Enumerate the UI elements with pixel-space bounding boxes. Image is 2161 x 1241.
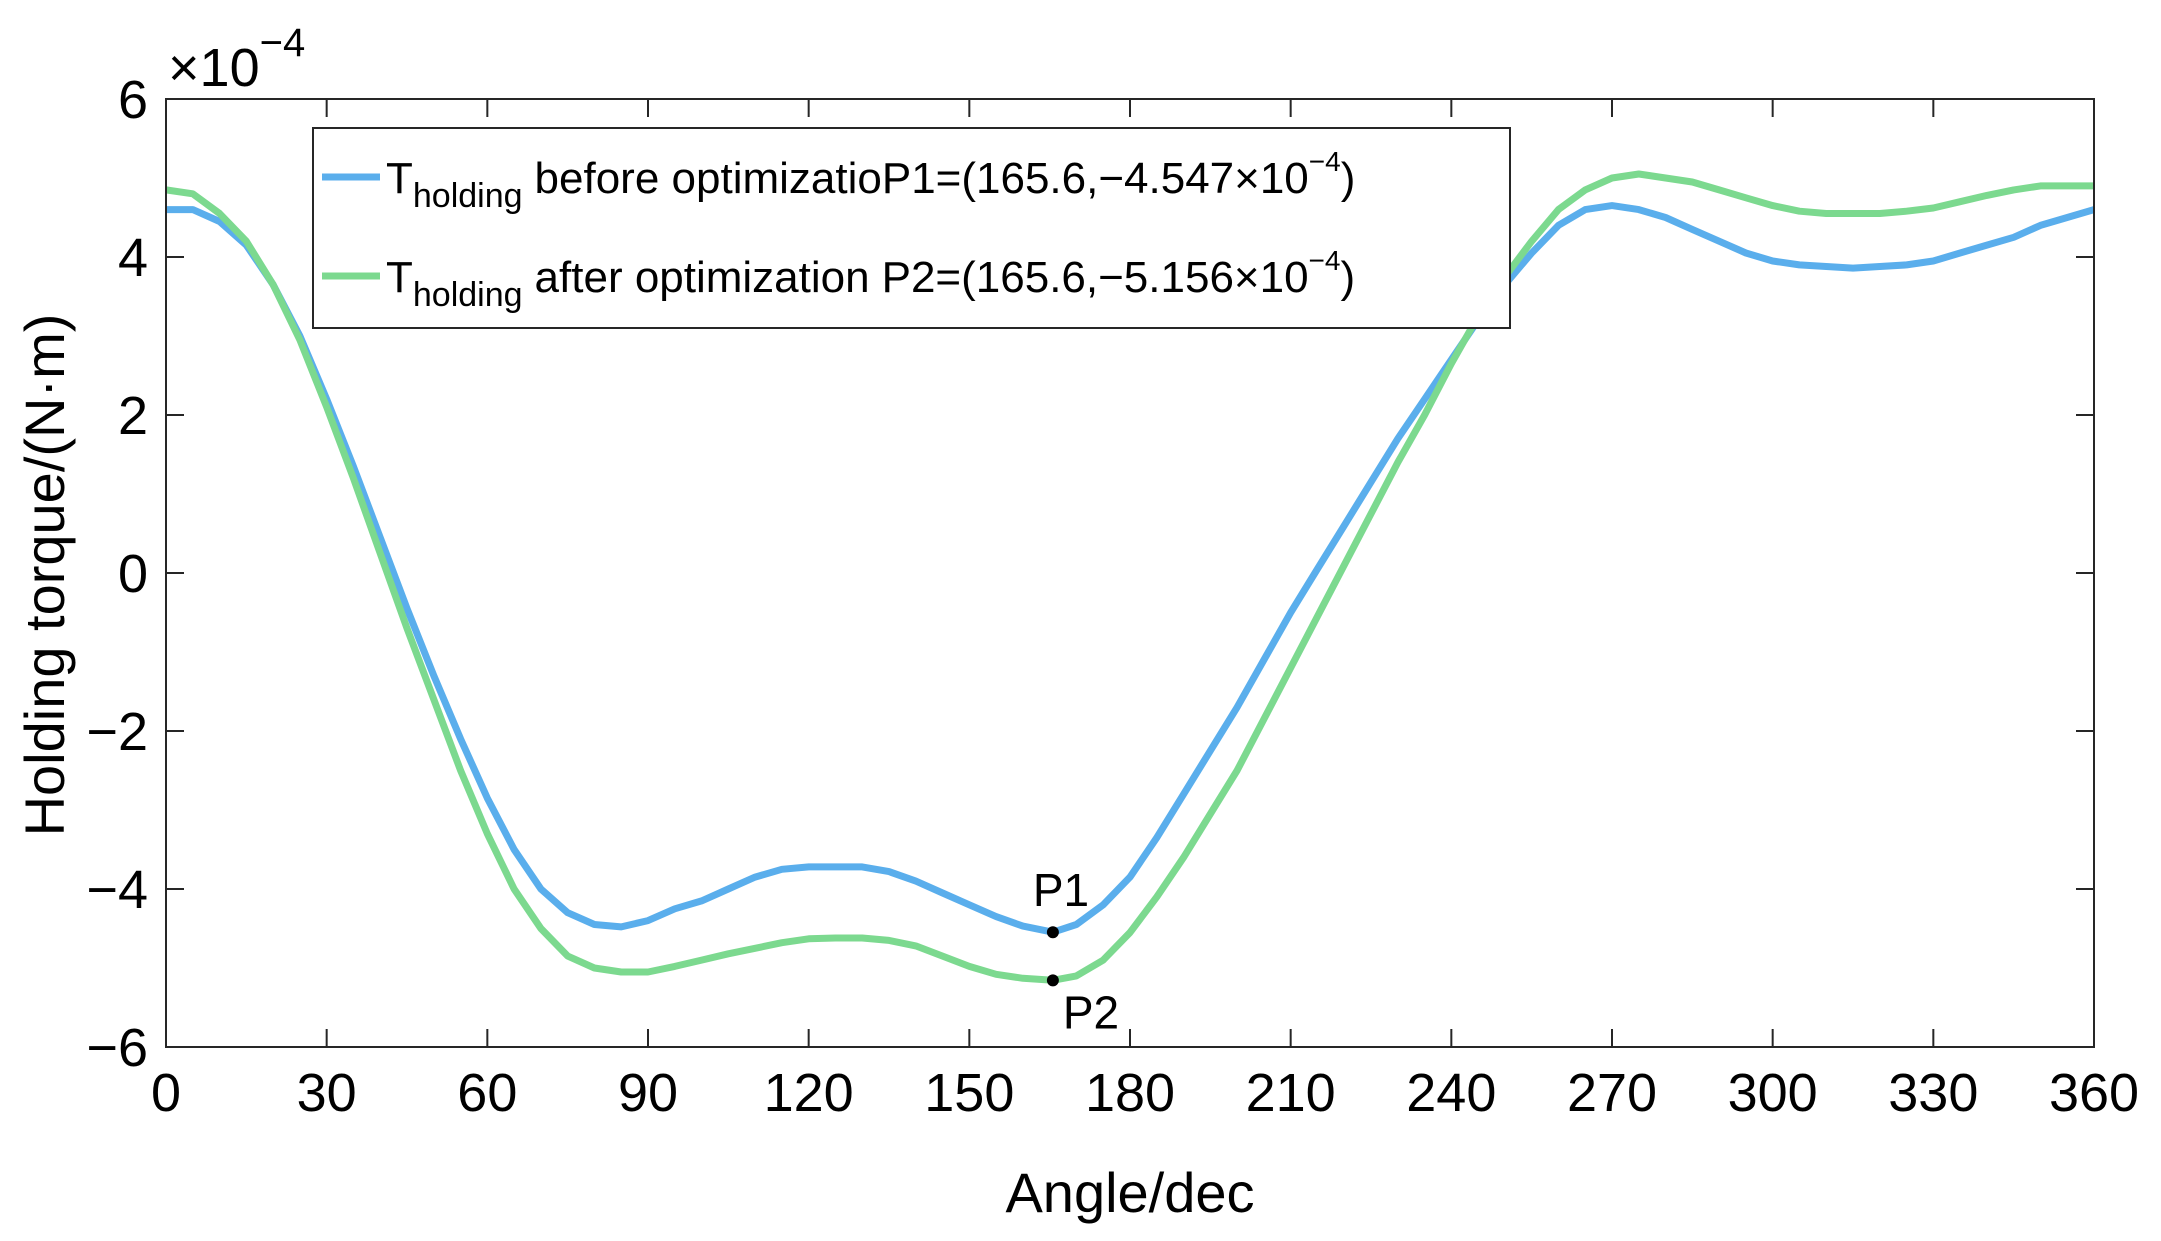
x-axis-title: Angle/dec (1005, 1161, 1254, 1224)
y-tick-label-4: 4 (118, 228, 148, 288)
x-tick-label-120: 120 (764, 1063, 854, 1123)
x-tick-label-270: 270 (1567, 1063, 1657, 1123)
y-tick-label--6: −6 (86, 1018, 148, 1078)
x-tick-label-0: 0 (151, 1063, 181, 1123)
x-tick-label-60: 60 (457, 1063, 517, 1123)
x-tick-label-30: 30 (297, 1063, 357, 1123)
y-tick-label--4: −4 (86, 860, 148, 920)
x-tick-label-240: 240 (1406, 1063, 1496, 1123)
legend-entry-after: Tholding after optimization P2=(165.6,−5.1… (386, 245, 1355, 314)
y-tick-label-0: 0 (118, 544, 148, 604)
x-tick-label-360: 360 (2049, 1063, 2139, 1123)
point-label-p1: P1 (1033, 864, 1089, 916)
x-tick-label-150: 150 (924, 1063, 1014, 1123)
series-line-1 (165, 170, 2094, 984)
legend-entry-before: Tholding before optimizatioP1=(165.6,−4.5… (386, 146, 1355, 215)
y-axis-title: Holding torque/(N·m) (13, 314, 76, 837)
x-tick-label-90: 90 (618, 1063, 678, 1123)
point-p1 (1046, 926, 1059, 939)
series-line-0 (166, 202, 2095, 936)
plot-frame (165, 98, 2095, 1048)
x-tick-label-180: 180 (1085, 1063, 1175, 1123)
annotation-points: P1 P2 (1033, 864, 1119, 1038)
point-label-p2: P2 (1063, 986, 1119, 1038)
x-tick-label-300: 300 (1728, 1063, 1818, 1123)
y-tick-label--2: −2 (86, 702, 148, 762)
x-tick-label-330: 330 (1888, 1063, 1978, 1123)
legend-box (312, 127, 1511, 329)
point-p2 (1046, 974, 1059, 987)
y-tick-label-2: 2 (118, 386, 148, 446)
axis-ticks: 0 30 60 90 120 150 180 210 240 270 300 330 360−6−4−2… (86, 70, 2139, 1123)
x-tick-label-210: 210 (1246, 1063, 1336, 1123)
y-multiplier: ×10−4 (168, 21, 305, 98)
series-layer (165, 170, 2095, 984)
legend: Tholding before optimizatioP1=(165.6,−4.5… (312, 127, 1511, 329)
y-tick-label-6: 6 (118, 70, 148, 130)
